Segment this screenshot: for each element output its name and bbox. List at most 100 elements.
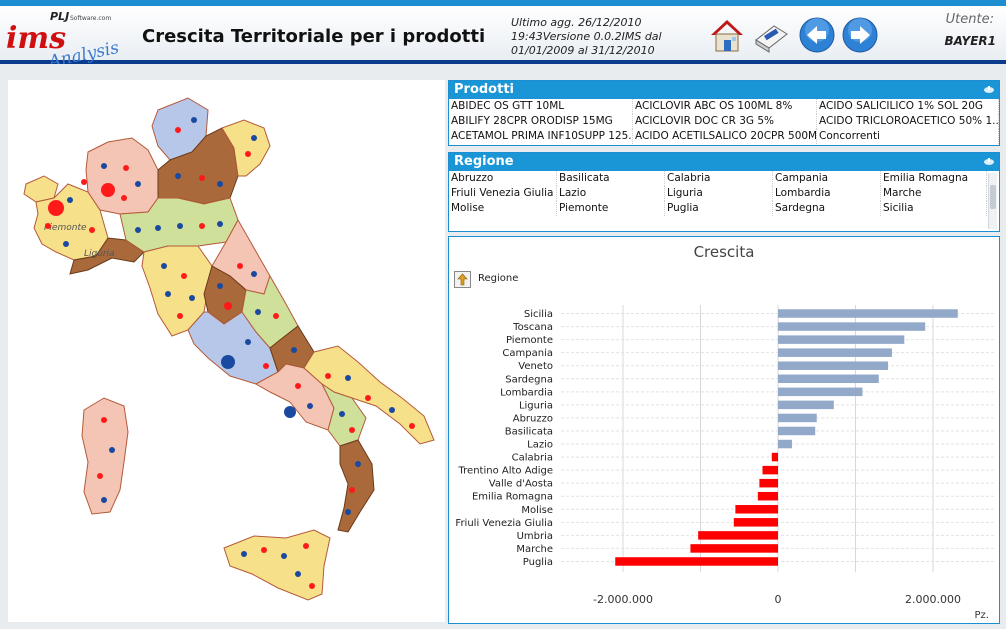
user-label: Utente: bbox=[945, 12, 994, 27]
forward-arrow-icon[interactable] bbox=[841, 16, 879, 54]
category-label: Lombardia bbox=[500, 387, 553, 398]
eraser-icon[interactable] bbox=[752, 16, 790, 54]
bar[interactable] bbox=[757, 491, 778, 501]
regione-title: Regione bbox=[454, 154, 514, 169]
bar[interactable] bbox=[778, 387, 863, 397]
page-title: Crescita Territoriale per i prodotti bbox=[142, 26, 486, 47]
regione-item[interactable]: Sardegna bbox=[773, 201, 881, 216]
bar[interactable] bbox=[778, 374, 879, 384]
app-header: PLJ Software.com ims Analysis Crescita T… bbox=[0, 6, 1006, 64]
category-label: Umbria bbox=[517, 531, 553, 542]
svg-text:Software.com: Software.com bbox=[70, 15, 111, 22]
regione-item[interactable]: Calabria bbox=[665, 171, 773, 186]
bar[interactable] bbox=[778, 439, 792, 449]
bar[interactable] bbox=[778, 361, 889, 370]
chart-title: Crescita bbox=[693, 243, 755, 261]
bar[interactable] bbox=[615, 557, 778, 566]
bar[interactable] bbox=[759, 478, 778, 488]
category-label: Emilia Romagna bbox=[472, 492, 553, 503]
category-label: Abruzzo bbox=[513, 413, 553, 424]
category-label: Sardegna bbox=[505, 374, 553, 385]
bar[interactable] bbox=[778, 322, 926, 331]
version-info: 19:43Versione 0.0.2IMS dal bbox=[511, 30, 662, 43]
category-label: Calabria bbox=[512, 453, 553, 464]
bar[interactable] bbox=[698, 531, 778, 540]
map-region-sardegna[interactable] bbox=[81, 397, 129, 515]
ims-analysis-logo: PLJ Software.com ims Analysis bbox=[6, 10, 121, 64]
map-region-sicilia[interactable] bbox=[223, 529, 331, 601]
prodotti-item[interactable]: ACICLOVIR ABC OS 100ML 8% bbox=[633, 99, 817, 114]
category-label: Friuli Venezia Giulia bbox=[455, 518, 553, 529]
bar[interactable] bbox=[778, 426, 816, 436]
prodotti-item[interactable]: ACIDO TRICLOROACETICO 50% 1... bbox=[819, 114, 999, 129]
bar[interactable] bbox=[778, 400, 834, 410]
x-tick-label: 0 bbox=[775, 593, 782, 606]
regione-item[interactable]: Emilia Romagna bbox=[881, 171, 987, 186]
dimension-label: Regione bbox=[478, 273, 519, 284]
regione-scrollbar[interactable] bbox=[988, 173, 997, 229]
prodotti-item[interactable]: ACICLOVIR DOC CR 3G 5% bbox=[633, 114, 817, 129]
regione-item[interactable]: Puglia bbox=[665, 201, 773, 216]
svg-text:PLJ: PLJ bbox=[50, 10, 69, 23]
pin-icon[interactable] bbox=[983, 84, 995, 95]
prodotti-item[interactable]: Concorrenti bbox=[817, 129, 999, 144]
bar[interactable] bbox=[778, 413, 817, 423]
bar[interactable] bbox=[690, 544, 778, 553]
prodotti-item[interactable]: ABIDEC OS GTT 10ML bbox=[449, 99, 633, 114]
units-label: Pz. bbox=[974, 610, 989, 621]
x-tick-label: 2.000.000 bbox=[905, 593, 961, 606]
bar[interactable] bbox=[733, 518, 778, 527]
drill-up-icon[interactable] bbox=[454, 271, 471, 288]
bar[interactable] bbox=[778, 309, 958, 318]
bar-chart: -2.000.000 0 2.000.000 Sicilia Toscana Piemon… bbox=[455, 305, 995, 606]
bar[interactable] bbox=[762, 465, 779, 475]
prodotti-item[interactable]: ABILIFY 28CPR ORODISP 15MG bbox=[449, 114, 633, 129]
prodotti-listbox[interactable]: Prodotti ABIDEC OS GTT 10ML ACICLOVIR ABC… bbox=[448, 80, 1000, 146]
map-region-liguria[interactable] bbox=[69, 237, 145, 275]
prodotti-item[interactable]: ACIDO ACETILSALICO 20CPR 500MG bbox=[635, 129, 817, 144]
regione-item[interactable]: Piemonte bbox=[557, 201, 665, 216]
regione-item[interactable]: Campania bbox=[773, 171, 881, 186]
bar[interactable] bbox=[778, 348, 892, 357]
user-name: BAYER1 bbox=[944, 34, 996, 48]
crescita-chart-panel: Crescita Regione -2.000.000 0 2.000.000 Sic… bbox=[448, 236, 1000, 624]
category-label: Marche bbox=[516, 544, 553, 555]
x-tick-label: -2.000.000 bbox=[593, 593, 653, 606]
regione-item[interactable]: Sicilia bbox=[881, 201, 987, 216]
category-label: Puglia bbox=[523, 557, 553, 568]
back-arrow-icon[interactable] bbox=[798, 16, 836, 54]
top-accent-strip bbox=[0, 0, 1006, 6]
home-icon[interactable] bbox=[708, 16, 746, 54]
regione-item[interactable]: Marche bbox=[881, 186, 987, 201]
pin-icon[interactable] bbox=[983, 156, 995, 167]
category-label: Veneto bbox=[518, 361, 553, 372]
svg-text:ims: ims bbox=[6, 21, 66, 56]
map-region-lombardia[interactable] bbox=[85, 137, 159, 215]
category-label: Molise bbox=[521, 505, 553, 516]
category-label: Lazio bbox=[527, 440, 553, 451]
regione-item[interactable]: Lombardia bbox=[773, 186, 881, 201]
regione-item[interactable]: Abruzzo bbox=[449, 171, 557, 186]
category-label: Sicilia bbox=[524, 309, 553, 320]
bar[interactable] bbox=[778, 335, 905, 344]
regione-item[interactable]: Molise bbox=[449, 201, 557, 216]
regione-item[interactable]: Liguria bbox=[665, 186, 773, 201]
bar[interactable] bbox=[735, 505, 778, 514]
map-region-friuli[interactable] bbox=[221, 119, 271, 177]
regione-item[interactable]: Lazio bbox=[557, 186, 665, 201]
prodotti-item[interactable]: ACIDO SALICILICO 1% SOL 20G bbox=[817, 99, 999, 114]
regione-item[interactable]: Basilicata bbox=[557, 171, 665, 186]
map-markers bbox=[45, 117, 415, 589]
italy-map: Piemonte Liguria bbox=[23, 97, 435, 601]
map-label-piemonte: Piemonte bbox=[44, 223, 87, 233]
regione-listbox[interactable]: Regione Abruzzo Basilicata Calabria Campani… bbox=[448, 152, 1000, 232]
regione-item[interactable]: Friuli Venezia Giulia bbox=[449, 186, 557, 201]
category-label: Piemonte bbox=[506, 335, 553, 346]
prodotti-item[interactable]: ACETAMOL PRIMA INF10SUPP 125... bbox=[451, 129, 633, 144]
italy-map-panel: Piemonte Liguria bbox=[8, 80, 445, 622]
map-region-calabria[interactable] bbox=[337, 439, 375, 533]
category-label: Liguria bbox=[519, 400, 553, 411]
bar[interactable] bbox=[771, 452, 778, 462]
category-label: Valle d'Aosta bbox=[489, 479, 553, 490]
scrollbar-thumb[interactable] bbox=[990, 185, 996, 209]
